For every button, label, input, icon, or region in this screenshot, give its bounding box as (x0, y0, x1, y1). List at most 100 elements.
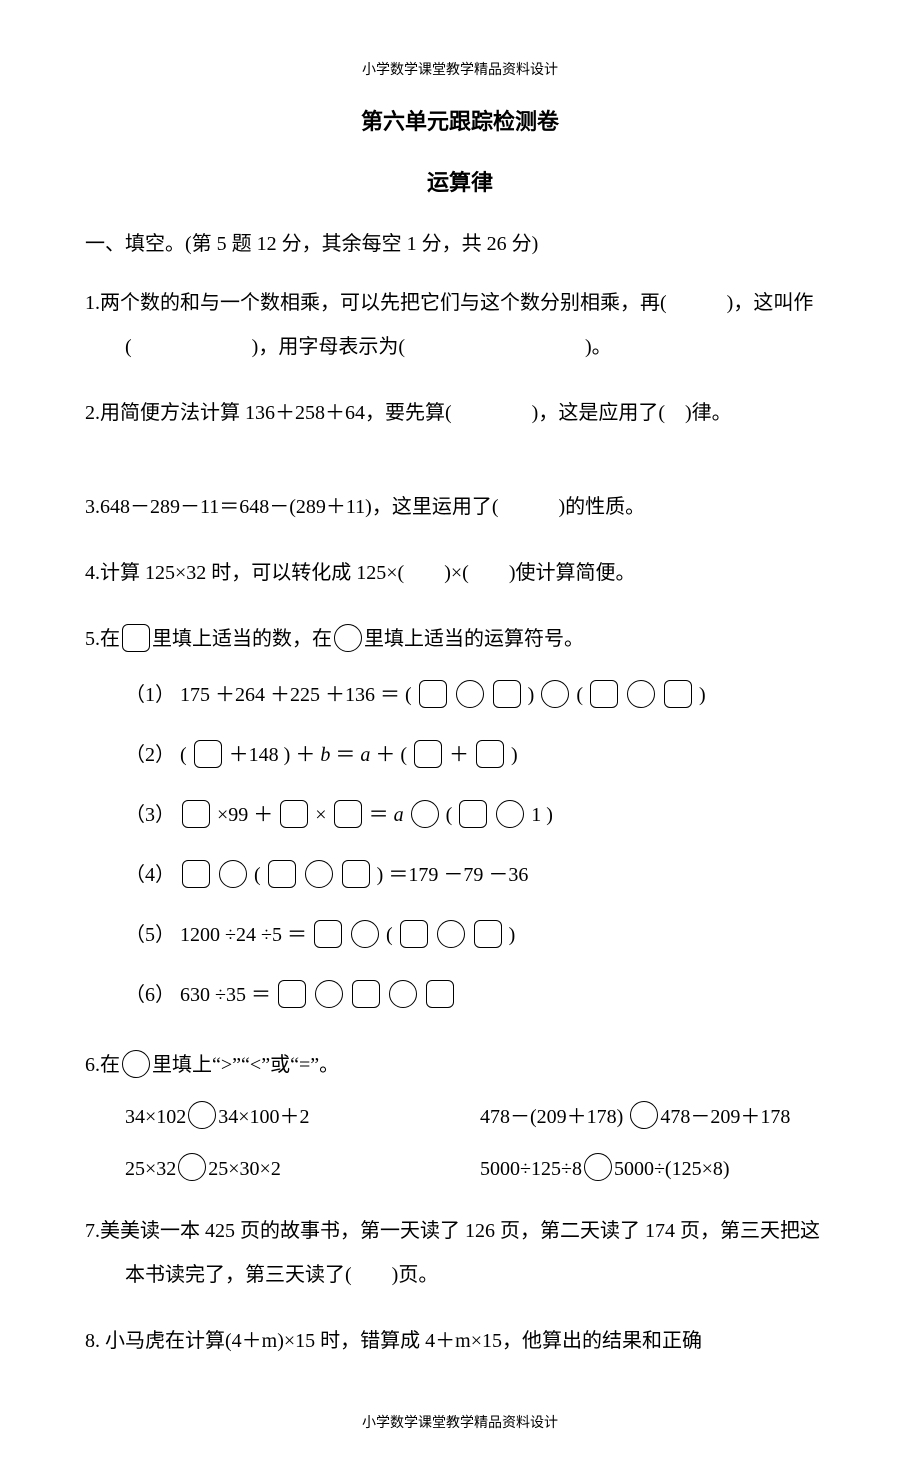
blank-circle-icon (541, 680, 569, 708)
q1-number: 1. (85, 292, 100, 314)
q6-text-a: 在 (100, 1054, 120, 1076)
q6-r1c1-b: 34×100＋2 (218, 1106, 309, 1128)
blank-box-icon (352, 980, 380, 1008)
question-5-2: （2） ( ＋148 ) ＋ b ＝ a ＋ ( ＋ ) (85, 729, 835, 781)
q6-r2c1-b: 25×30×2 (208, 1158, 281, 1180)
question-5-4: （4） ( ) ＝179 －79 －36 (85, 849, 835, 901)
q5-4-b: ( (254, 864, 261, 886)
blank-circle-icon (627, 680, 655, 708)
q3-number: 3. (85, 496, 100, 518)
q6-r1c2-b: 478－209＋178 (660, 1106, 790, 1128)
blank-circle-icon (188, 1101, 216, 1129)
q5-3-e: ( (446, 804, 453, 826)
q8-number: 8. (85, 1330, 100, 1352)
question-5-1: （1） 175 ＋264 ＋225 ＋136 ＝ ( ) ( ) (85, 669, 835, 721)
question-5-5: （5） 1200 ÷24 ÷5 ＝ ( ) (85, 909, 835, 961)
blank-circle-icon (389, 980, 417, 1008)
blank-circle-icon (122, 1050, 150, 1078)
q2-number: 2. (85, 402, 100, 424)
q4-number: 4. (85, 562, 100, 584)
question-3: 3.648－289－11＝648－(289＋11)，这里运用了( )的性质。 (85, 485, 835, 529)
q6-r2c1: 25×32 25×30×2 (125, 1147, 480, 1191)
blank-circle-icon (351, 920, 379, 948)
q5-3-a: （3） (125, 804, 180, 826)
question-5: 5.在里填上适当的数，在里填上适当的运算符号。 (85, 617, 835, 661)
blank-circle-icon (496, 800, 524, 828)
q8-text: 小马虎在计算(4＋m)×15 时，错算成 4＋m×15，他算出的结果和正确 (100, 1330, 702, 1352)
var-a: a (394, 804, 404, 826)
question-6-row2: 25×32 25×30×2 5000÷125÷85000÷(125×8) (85, 1147, 835, 1191)
q6-r2c2: 5000÷125÷85000÷(125×8) (480, 1147, 835, 1191)
blank-box-icon (590, 680, 618, 708)
q5-2-e: ＋ (449, 744, 469, 766)
q5-2-f: ) (511, 744, 518, 766)
blank-circle-icon (437, 920, 465, 948)
blank-box-icon (400, 920, 428, 948)
q6-r1c2-a: 478－(209＋178) (480, 1106, 628, 1128)
q5-2-b: ＋148 ) ＋ (229, 744, 316, 766)
q6-r2c1-a: 25×32 (125, 1158, 176, 1180)
question-6-row1: 34×102 34×100＋2 478－(209＋178) 478－209＋178 (85, 1095, 835, 1139)
blank-box-icon (122, 624, 150, 652)
blank-box-icon (342, 860, 370, 888)
q5-3-f: 1 ) (531, 804, 553, 826)
blank-box-icon (474, 920, 502, 948)
blank-circle-icon (456, 680, 484, 708)
blank-box-icon (182, 800, 210, 828)
question-6: 6.在 里填上“>”“<”或“=”。 (85, 1043, 835, 1087)
blank-circle-icon (315, 980, 343, 1008)
q6-r2c2-b: 5000÷(125×8) (614, 1158, 730, 1180)
question-5-6: （6） 630 ÷35 ＝ (85, 969, 835, 1021)
page-header: 小学数学课堂教学精品资料设计 (85, 60, 835, 81)
blank-box-icon (182, 860, 210, 888)
blank-box-icon (278, 980, 306, 1008)
question-2: 2.用简便方法计算 136＋258＋64，要先算( )，这是应用了( )律。 (85, 391, 835, 435)
question-4: 4.计算 125×32 时，可以转化成 125×( )×( )使计算简便。 (85, 551, 835, 595)
q4-text: 计算 125×32 时，可以转化成 125×( )×( )使计算简便。 (100, 562, 635, 584)
question-5-3: （3） ×99 ＋ × ＝ a ( 1 ) (85, 789, 835, 841)
q5-4-c: ) ＝179 －79 －36 (377, 864, 529, 886)
blank-box-icon (334, 800, 362, 828)
q5-5-b: ( (386, 924, 393, 946)
q5-6-a: （6） 630 ÷35 ＝ (125, 984, 271, 1006)
blank-box-icon (476, 740, 504, 768)
q2-text: 用简便方法计算 136＋258＋64，要先算( )，这是应用了( )律。 (100, 402, 732, 424)
q5-5-a: （5） 1200 ÷24 ÷5 ＝ (125, 924, 307, 946)
section-1-heading: 一、填空。(第 5 题 12 分，其余每空 1 分，共 26 分) (85, 229, 835, 259)
q5-text-c: 里填上适当的运算符号。 (364, 628, 584, 650)
q5-4-a: （4） (125, 864, 180, 886)
q6-text-b: 里填上“>”“<”或“=”。 (152, 1054, 339, 1076)
q5-1-b: ) (528, 684, 535, 706)
blank-circle-icon (411, 800, 439, 828)
q5-text-b: 里填上适当的数，在 (152, 628, 332, 650)
blank-box-icon (419, 680, 447, 708)
q5-1-c: ( (576, 684, 583, 706)
blank-circle-icon (178, 1153, 206, 1181)
blank-circle-icon (305, 860, 333, 888)
unit-title: 第六单元跟踪检测卷 (85, 105, 835, 138)
blank-box-icon (314, 920, 342, 948)
q7-number: 7. (85, 1220, 100, 1242)
question-7: 7.美美读一本 425 页的故事书，第一天读了 126 页，第二天读了 174 … (85, 1209, 835, 1297)
blank-circle-icon (630, 1101, 658, 1129)
q6-r1c1-a: 34×102 (125, 1106, 186, 1128)
blank-circle-icon (334, 624, 362, 652)
q5-2-a: （2） ( (125, 744, 187, 766)
q5-1-a: （1） 175 ＋264 ＋225 ＋136 ＝ ( (125, 684, 412, 706)
blank-box-icon (459, 800, 487, 828)
blank-circle-icon (584, 1153, 612, 1181)
blank-circle-icon (219, 860, 247, 888)
blank-box-icon (426, 980, 454, 1008)
q5-3-d: ＝ (369, 804, 394, 826)
var-b: b (320, 744, 330, 766)
q3-text: 648－289－11＝648－(289＋11)，这里运用了( )的性质。 (100, 496, 645, 518)
blank-box-icon (664, 680, 692, 708)
blank-box-icon (280, 800, 308, 828)
q5-2-c: ＝ (335, 744, 360, 766)
q6-number: 6. (85, 1054, 100, 1076)
blank-box-icon (493, 680, 521, 708)
q5-3-b: ×99 ＋ (217, 804, 273, 826)
q5-5-c: ) (509, 924, 516, 946)
q5-1-d: ) (699, 684, 706, 706)
q6-r1c2: 478－(209＋178) 478－209＋178 (480, 1095, 835, 1139)
